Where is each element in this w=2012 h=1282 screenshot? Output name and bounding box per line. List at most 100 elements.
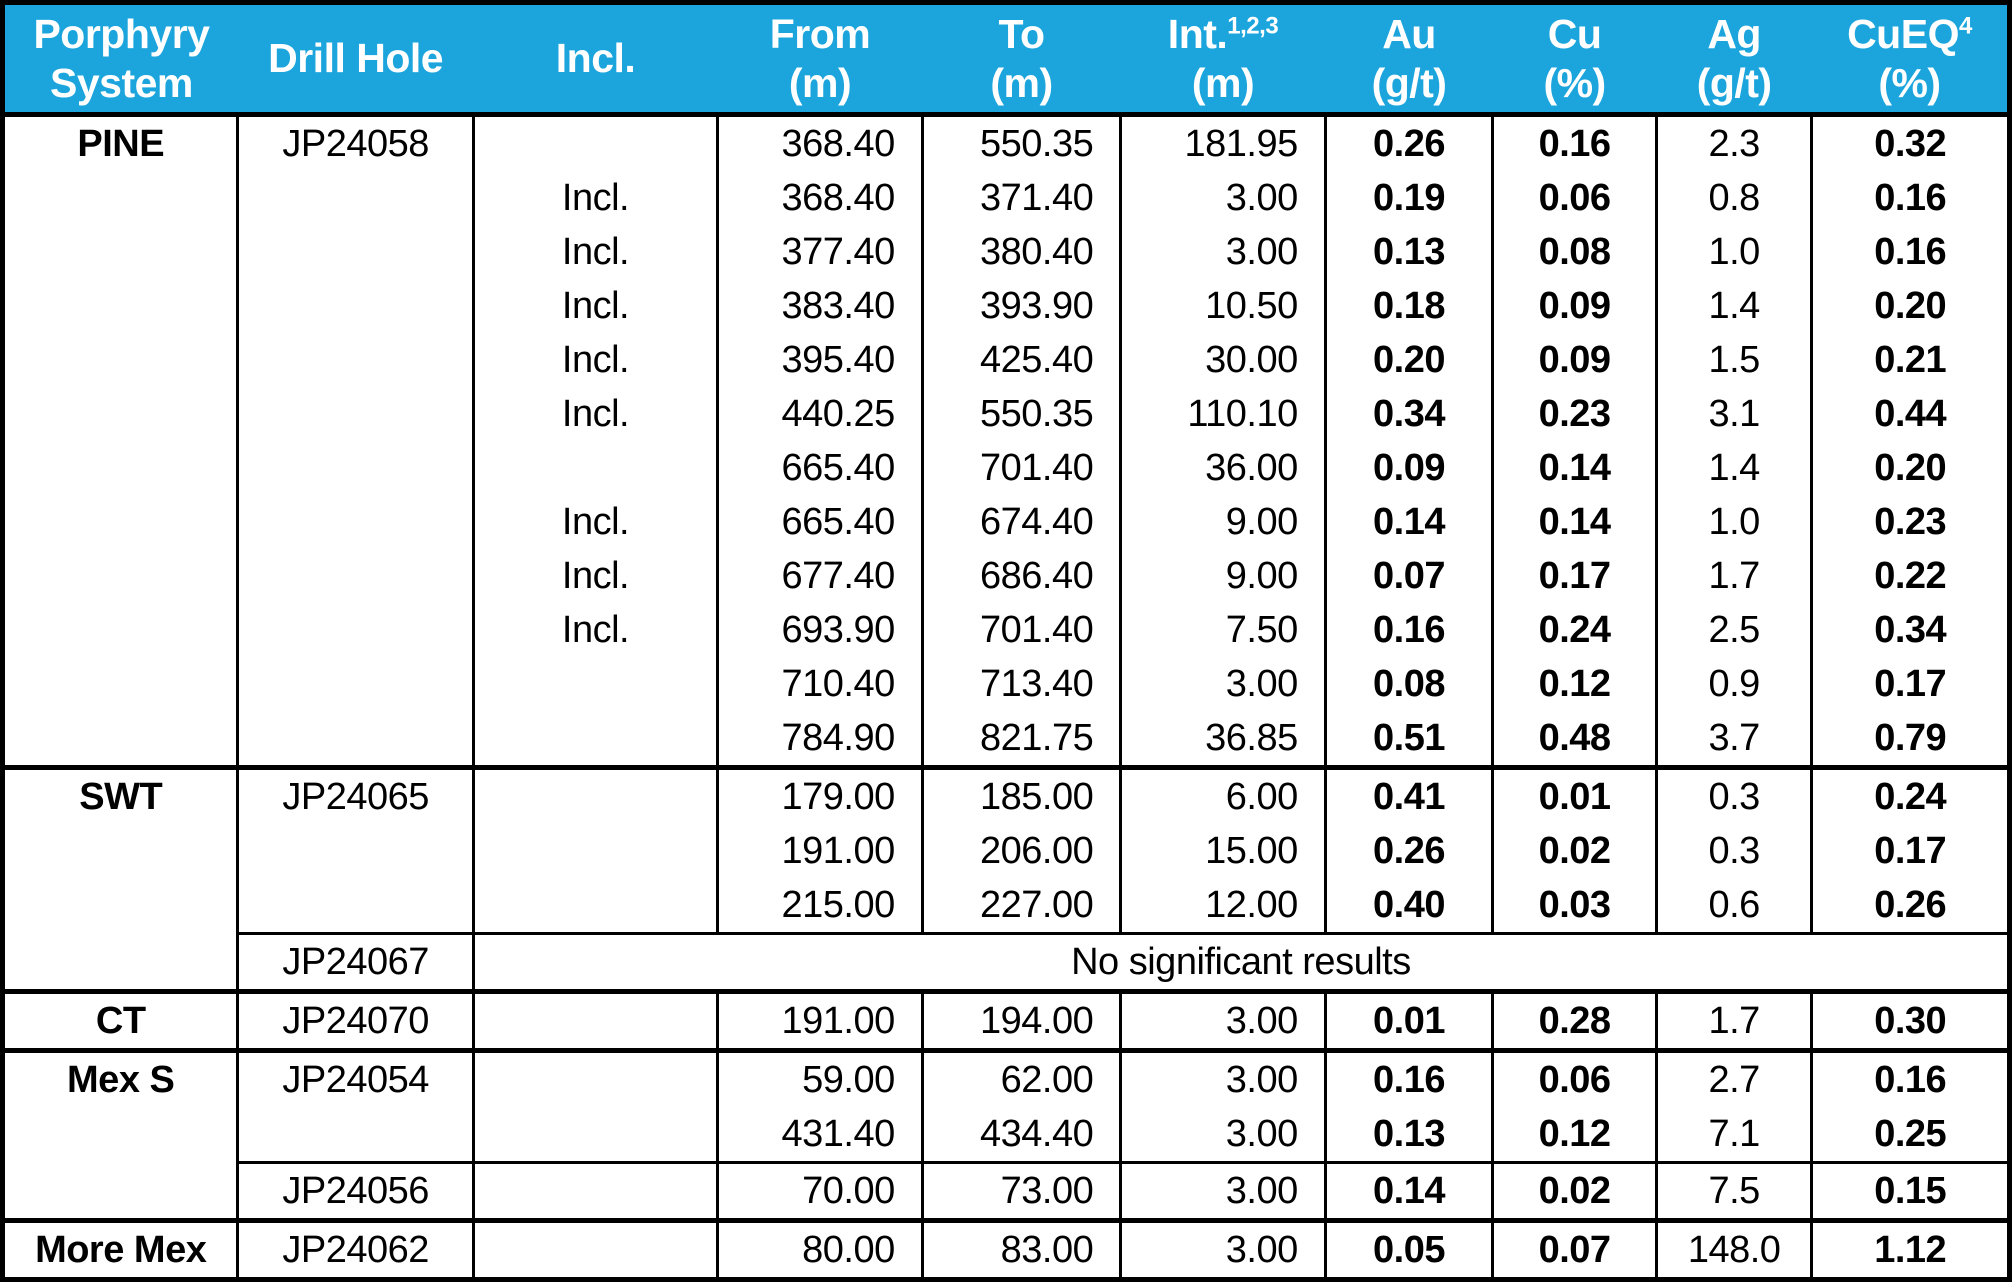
cell-incl (471, 112, 720, 171)
cell-int: 3.00 (1119, 1161, 1327, 1221)
cell-cueq: 0.21 (1810, 333, 2011, 387)
cell-ag: 0.3 (1654, 765, 1814, 824)
cell-int: 10.50 (1119, 279, 1327, 333)
table-row: Incl. 383.40 393.90 10.50 0.18 0.09 1.4 0.20 (3, 279, 2011, 333)
cell-from: 377.40 (716, 225, 924, 279)
cell-from: 59.00 (716, 1048, 924, 1107)
cell-cu: 0.48 (1491, 711, 1658, 768)
cell-cueq: 0.32 (1810, 112, 2011, 171)
cell-incl: Incl. (471, 333, 720, 387)
table-row: 665.40 701.40 36.00 0.09 0.14 1.4 0.20 (3, 441, 2011, 495)
cell-incl (471, 989, 720, 1051)
cell-cueq: 0.25 (1810, 1107, 2011, 1163)
cell-from: 368.40 (716, 112, 924, 171)
cell-incl: Incl. (471, 495, 720, 549)
cell-from: 191.00 (716, 824, 924, 878)
cell-cu: 0.02 (1491, 1161, 1658, 1221)
cell-int: 15.00 (1119, 824, 1327, 878)
cell-from: 395.40 (716, 333, 924, 387)
cell-from: 80.00 (716, 1218, 924, 1280)
col-header-cueq: CuEQ4 (%) (1811, 2, 2010, 117)
cell-to: 550.35 (920, 387, 1123, 441)
cell-int: 6.00 (1119, 765, 1327, 824)
cell-au: 0.13 (1323, 225, 1495, 279)
cell-ag: 1.0 (1654, 495, 1814, 549)
cell-incl (471, 1048, 720, 1107)
cell-to: 371.40 (920, 171, 1123, 225)
table-row: Incl. 677.40 686.40 9.00 0.07 0.17 1.7 0.22 (3, 549, 2011, 603)
cell-au: 0.40 (1323, 878, 1495, 934)
col-header-int: Int.1,2,3 (m) (1120, 2, 1326, 117)
col-header-unit: (%) (1543, 59, 1606, 106)
cell-au: 0.41 (1323, 765, 1495, 824)
cell-porphyry-system: SWT (0, 765, 240, 992)
cell-int: 110.10 (1119, 387, 1327, 441)
cell-cueq: 0.22 (1810, 549, 2011, 603)
cell-from: 677.40 (716, 549, 924, 603)
table-row: 784.90 821.75 36.85 0.51 0.48 3.7 0.79 (3, 711, 2011, 768)
table-row: Incl. 368.40 371.40 3.00 0.19 0.06 0.8 0.16 (3, 171, 2011, 225)
col-header-label: Int.1,2,3 (1167, 11, 1279, 58)
cell-to: 83.00 (920, 1218, 1123, 1280)
cell-int: 3.00 (1119, 1107, 1327, 1163)
cell-cu: 0.02 (1491, 824, 1658, 878)
cell-au: 0.09 (1323, 441, 1495, 495)
cell-au: 0.16 (1323, 603, 1495, 657)
col-header-unit: (m) (788, 59, 852, 106)
cell-int: 3.00 (1119, 657, 1327, 711)
cell-from: 665.40 (716, 441, 924, 495)
cell-cu: 0.14 (1491, 495, 1658, 549)
header-row: Porphyry System Drill Hole Incl. From (m) To (m… (2, 2, 2010, 117)
col-header-from: From (m) (717, 2, 923, 117)
cell-ag: 3.7 (1654, 711, 1814, 768)
cell-to: 701.40 (920, 603, 1123, 657)
cell-ag: 2.5 (1654, 603, 1814, 657)
cell-porphyry-system: More Mex (0, 1218, 240, 1280)
cell-to: 380.40 (920, 225, 1123, 279)
table-row: 710.40 713.40 3.00 0.08 0.12 0.9 0.17 (3, 657, 2011, 711)
cell-ag: 1.4 (1654, 441, 1814, 495)
cell-cu: 0.09 (1491, 333, 1658, 387)
cell-au: 0.05 (1323, 1218, 1495, 1280)
cell-incl (471, 441, 720, 495)
cell-au: 0.14 (1323, 495, 1495, 549)
cell-from: 784.90 (716, 711, 924, 768)
cell-incl (471, 878, 720, 934)
cell-ag: 0.6 (1654, 878, 1814, 934)
cell-drill-hole: JP24065 (236, 765, 475, 934)
cell-int: 9.00 (1119, 495, 1327, 549)
cell-porphyry-system: PINE (0, 112, 240, 768)
cell-au: 0.26 (1323, 824, 1495, 878)
cell-ag: 3.1 (1654, 387, 1814, 441)
col-header-label: Au (1382, 11, 1436, 58)
cell-to: 62.00 (920, 1048, 1123, 1107)
col-header-ag: Ag (g/t) (1656, 2, 1812, 117)
table-row: Incl. 693.90 701.40 7.50 0.16 0.24 2.5 0.34 (3, 603, 2011, 657)
col-header-label: Drill Hole (268, 35, 444, 82)
cell-incl (471, 765, 720, 824)
cell-ag: 1.4 (1654, 279, 1814, 333)
col-header-to: To (m) (922, 2, 1121, 117)
cell-cueq: 0.34 (1810, 603, 2011, 657)
col-header-au: Au (g/t) (1325, 2, 1493, 117)
cell-cu: 0.07 (1491, 1218, 1658, 1280)
table-row: PINE JP24058 368.40 550.35 181.95 0.26 0.16 2.3… (0, 112, 2011, 768)
cell-cueq: 0.26 (1810, 878, 2011, 934)
cell-from: 70.00 (716, 1161, 924, 1221)
col-header-label: To (998, 11, 1045, 58)
cell-incl (471, 657, 720, 711)
cell-drill-hole: JP24054 (236, 1048, 475, 1163)
cell-incl: Incl. (471, 603, 720, 657)
cell-incl: Incl. (471, 279, 720, 333)
cell-ag: 0.9 (1654, 657, 1814, 711)
cell-int: 9.00 (1119, 549, 1327, 603)
cell-cueq: 0.20 (1810, 279, 2011, 333)
cell-ag: 1.0 (1654, 225, 1814, 279)
cell-int: 3.00 (1119, 225, 1327, 279)
cell-from: 693.90 (716, 603, 924, 657)
cell-drill-hole: JP24058 (236, 112, 475, 768)
cell-drill-hole: JP24056 (236, 1161, 475, 1221)
cell-cueq: 0.17 (1810, 824, 2011, 878)
cell-to: 194.00 (920, 989, 1123, 1051)
table-row: JP24067 No significant results (3, 932, 2012, 992)
